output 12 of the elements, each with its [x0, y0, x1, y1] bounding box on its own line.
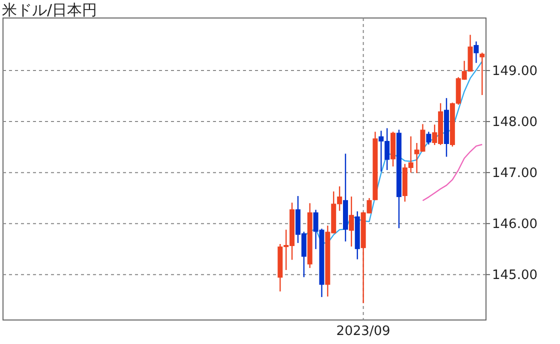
- y-tick-label: 147.00: [492, 166, 538, 182]
- y-tick-label: 148.00: [492, 115, 538, 130]
- line-series: [422, 144, 483, 202]
- candlestick: [426, 131, 432, 146]
- chart-title: 米ドル/日本円: [2, 1, 98, 19]
- y-tick-label: 149.00: [492, 64, 538, 80]
- y-tick-label: 146.00: [492, 217, 538, 232]
- candlestick: [474, 40, 479, 64]
- x-tick-label: 2023/09: [336, 324, 390, 339]
- candlestick: [480, 52, 485, 96]
- y-tick-label: 145.00: [492, 268, 538, 284]
- candlestick: [348, 196, 354, 248]
